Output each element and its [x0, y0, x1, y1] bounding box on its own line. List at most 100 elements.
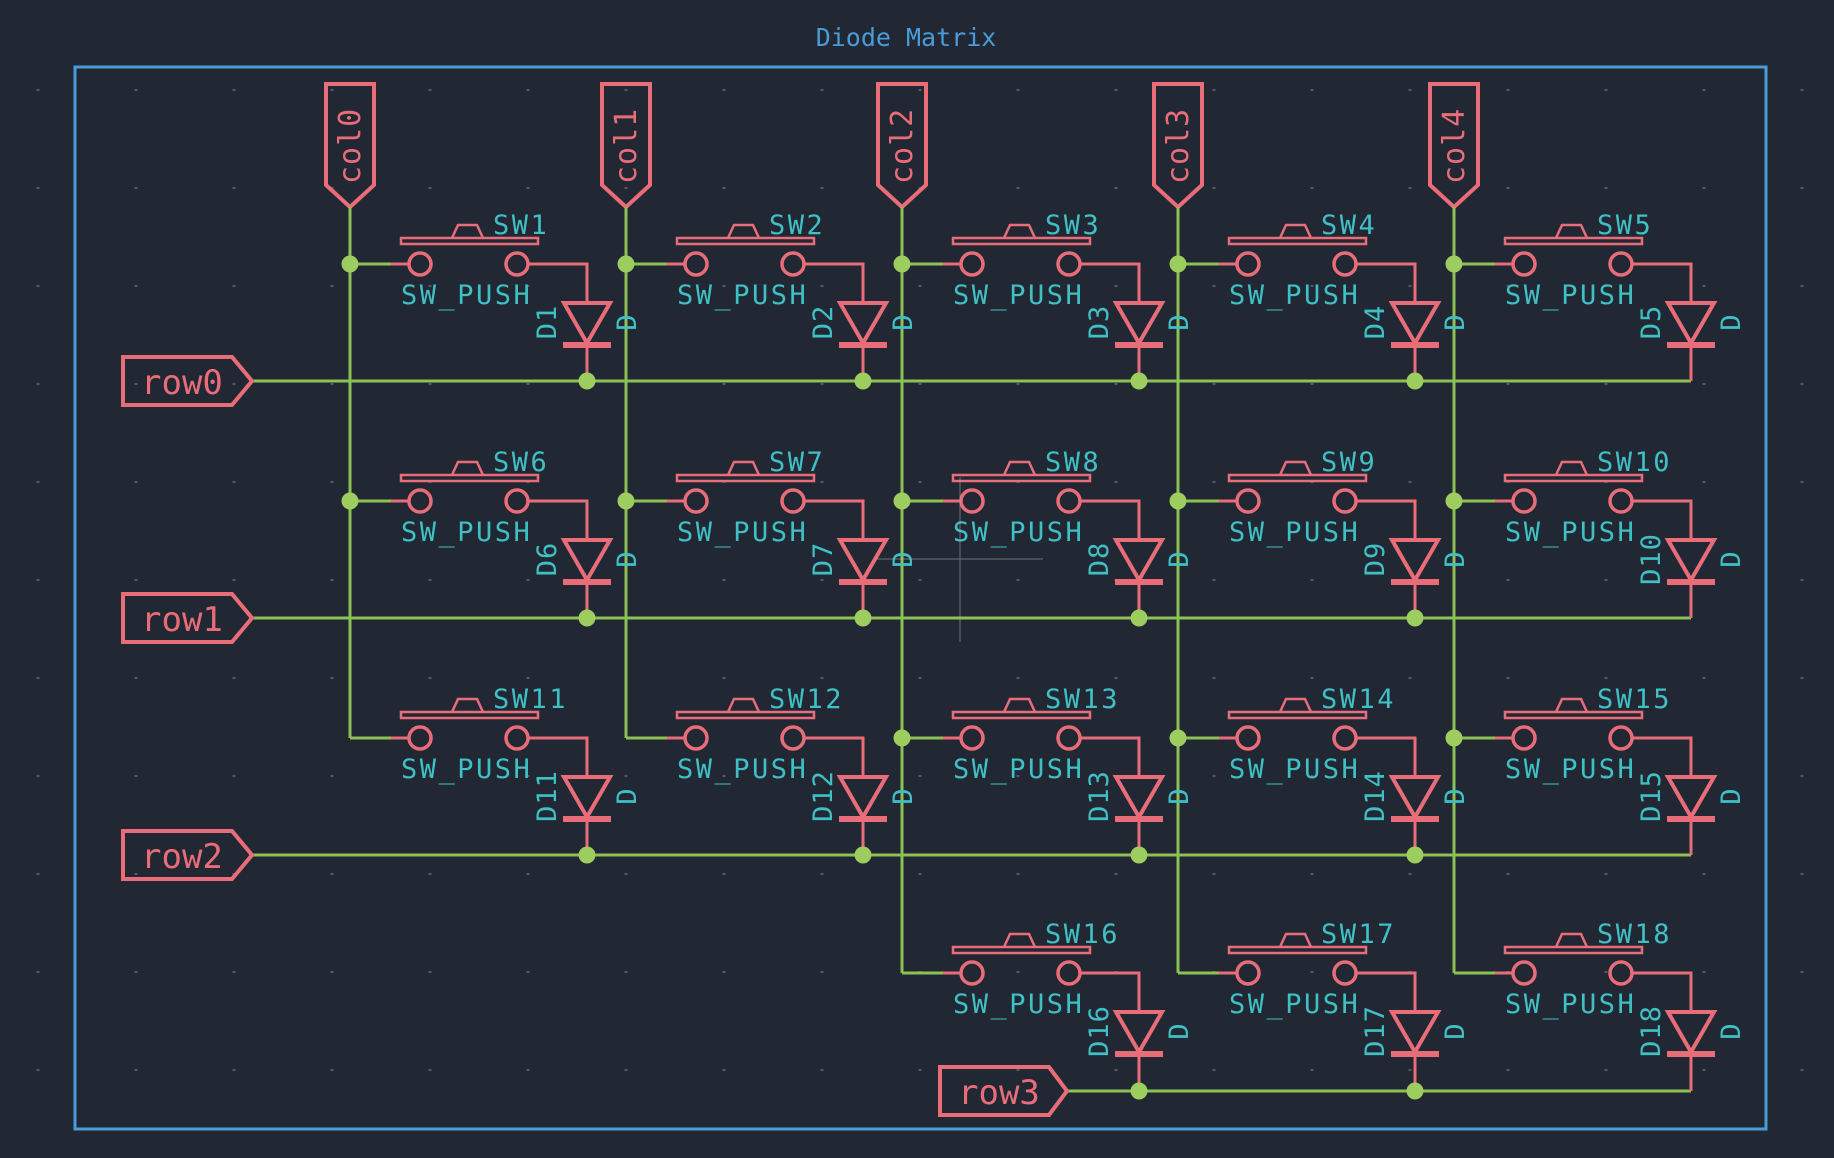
wire-switch-to-diode[interactable] [1356, 971, 1417, 1012]
switch-ref-label[interactable]: SW9 [1321, 447, 1377, 478]
junction-dot[interactable] [1169, 729, 1187, 747]
diode-D9[interactable] [1388, 538, 1442, 585]
diode-D12[interactable] [836, 775, 890, 822]
diode-ref-label[interactable]: D15 [1636, 770, 1667, 822]
diode-D4[interactable] [1388, 301, 1442, 348]
diode-D10[interactable] [1664, 538, 1718, 585]
junction-dot[interactable] [854, 609, 872, 627]
diode-ref-label[interactable]: D10 [1636, 533, 1667, 585]
diode-ref-label[interactable]: D4 [1360, 305, 1391, 340]
junction-dot[interactable] [1406, 372, 1424, 390]
switch-ref-label[interactable]: SW16 [1045, 919, 1120, 950]
diode-value-label[interactable]: D [888, 787, 919, 804]
switch-SW15[interactable] [1495, 697, 1644, 751]
switch-value-label[interactable]: SW_PUSH [401, 517, 532, 548]
junction-dot[interactable] [1406, 1082, 1424, 1100]
wire-switch-to-diode[interactable] [1080, 262, 1141, 303]
switch-ref-label[interactable]: SW15 [1597, 684, 1672, 715]
diode-ref-label[interactable]: D12 [808, 770, 839, 822]
hier-label-col1[interactable]: col1 [600, 82, 652, 210]
wire-switch-to-diode[interactable] [528, 262, 589, 303]
switch-SW13[interactable] [943, 697, 1092, 751]
hier-label-col3[interactable]: col3 [1152, 82, 1204, 210]
junction-dot[interactable] [1445, 729, 1463, 747]
wire-switch-to-diode[interactable] [1632, 736, 1693, 777]
diode-value-label[interactable]: D [1164, 550, 1195, 567]
wire-switch-to-diode[interactable] [1632, 971, 1693, 1012]
diode-D16[interactable] [1112, 1010, 1166, 1057]
switch-value-label[interactable]: SW_PUSH [1505, 754, 1636, 785]
diode-ref-label[interactable]: D2 [808, 305, 839, 340]
diode-value-label[interactable]: D [1716, 550, 1747, 567]
junction-dot[interactable] [1130, 1082, 1148, 1100]
diode-value-label[interactable]: D [1716, 1022, 1747, 1039]
switch-ref-label[interactable]: SW13 [1045, 684, 1120, 715]
junction-dot[interactable] [578, 846, 596, 864]
switch-ref-label[interactable]: SW4 [1321, 210, 1377, 241]
switch-ref-label[interactable]: SW6 [493, 447, 549, 478]
diode-D17[interactable] [1388, 1010, 1442, 1057]
junction-dot[interactable] [854, 372, 872, 390]
diode-value-label[interactable]: D [1716, 787, 1747, 804]
wire-switch-to-diode[interactable] [804, 262, 865, 303]
diode-ref-label[interactable]: D17 [1360, 1005, 1391, 1057]
switch-ref-label[interactable]: SW11 [493, 684, 568, 715]
diode-value-label[interactable]: D [1440, 550, 1471, 567]
diode-D6[interactable] [560, 538, 614, 585]
switch-SW2[interactable] [667, 223, 816, 277]
switch-value-label[interactable]: SW_PUSH [677, 754, 808, 785]
wire-switch-to-diode[interactable] [1080, 499, 1141, 540]
wire-switch-to-diode[interactable] [528, 736, 589, 777]
switch-SW11[interactable] [391, 697, 540, 751]
junction-dot[interactable] [341, 492, 359, 510]
switch-SW6[interactable] [391, 460, 540, 514]
diode-ref-label[interactable]: D5 [1636, 305, 1667, 340]
diode-value-label[interactable]: D [1440, 787, 1471, 804]
switch-value-label[interactable]: SW_PUSH [401, 280, 532, 311]
diode-D1[interactable] [560, 301, 614, 348]
hier-label-col4[interactable]: col4 [1428, 82, 1480, 210]
switch-ref-label[interactable]: SW2 [769, 210, 825, 241]
junction-dot[interactable] [1130, 372, 1148, 390]
junction-dot[interactable] [1445, 492, 1463, 510]
junction-dot[interactable] [1406, 609, 1424, 627]
junction-dot[interactable] [341, 255, 359, 273]
hier-label-row3[interactable]: row3 [938, 1065, 1070, 1117]
switch-ref-label[interactable]: SW18 [1597, 919, 1672, 950]
diode-value-label[interactable]: D [1164, 1022, 1195, 1039]
switch-value-label[interactable]: SW_PUSH [1229, 517, 1360, 548]
diode-ref-label[interactable]: D1 [532, 305, 563, 340]
switch-SW10[interactable] [1495, 460, 1644, 514]
junction-dot[interactable] [578, 609, 596, 627]
junction-dot[interactable] [854, 846, 872, 864]
diode-value-label[interactable]: D [612, 787, 643, 804]
diode-ref-label[interactable]: D14 [1360, 770, 1391, 822]
diode-D15[interactable] [1664, 775, 1718, 822]
diode-value-label[interactable]: D [612, 313, 643, 330]
switch-ref-label[interactable]: SW8 [1045, 447, 1101, 478]
diode-D2[interactable] [836, 301, 890, 348]
switch-value-label[interactable]: SW_PUSH [953, 280, 1084, 311]
wire-switch-to-diode[interactable] [1632, 262, 1693, 303]
diode-ref-label[interactable]: D16 [1084, 1005, 1115, 1057]
hier-label-col0[interactable]: col0 [324, 82, 376, 210]
switch-ref-label[interactable]: SW12 [769, 684, 844, 715]
diode-D7[interactable] [836, 538, 890, 585]
diode-value-label[interactable]: D [612, 550, 643, 567]
wire-switch-to-diode[interactable] [804, 736, 865, 777]
diode-value-label[interactable]: D [1440, 313, 1471, 330]
junction-dot[interactable] [578, 372, 596, 390]
hier-label-row0[interactable]: row0 [121, 355, 255, 407]
switch-ref-label[interactable]: SW7 [769, 447, 825, 478]
switch-SW17[interactable] [1219, 932, 1368, 986]
switch-SW16[interactable] [943, 932, 1092, 986]
switch-value-label[interactable]: SW_PUSH [953, 517, 1084, 548]
wire-switch-to-diode[interactable] [1356, 262, 1417, 303]
switch-ref-label[interactable]: SW14 [1321, 684, 1396, 715]
diode-D18[interactable] [1664, 1010, 1718, 1057]
junction-dot[interactable] [1445, 255, 1463, 273]
switch-value-label[interactable]: SW_PUSH [1505, 989, 1636, 1020]
wire-switch-to-diode[interactable] [1080, 971, 1141, 1012]
